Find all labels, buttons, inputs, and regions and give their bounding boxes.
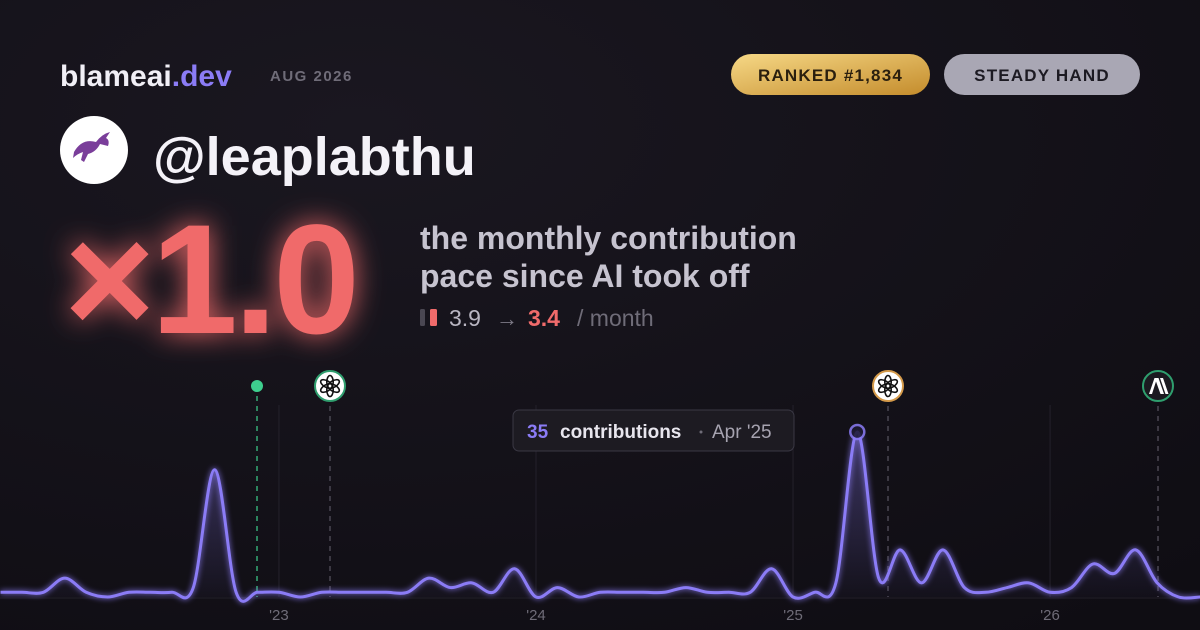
openai-logo <box>319 374 341 398</box>
style-badge-text: STEADY HAND <box>974 66 1110 85</box>
tooltip-label: contributions <box>560 422 681 443</box>
handle: @leaplabthu <box>153 127 476 187</box>
event-icon <box>314 370 346 402</box>
x-tick-label: '24 <box>526 607 546 624</box>
description-line: pace since AI took off <box>420 258 750 294</box>
unit: / month <box>577 305 654 331</box>
chart: '23 '24 '25 '26 35 contributions Apr '25 <box>0 370 1200 624</box>
openai-logo-petal <box>877 378 892 390</box>
rank-badge <box>731 54 930 95</box>
tooltip-value: 35 <box>527 422 549 443</box>
anthropic-logo <box>1149 378 1169 394</box>
x-tick-label: '25 <box>783 607 803 624</box>
after-swatch <box>430 309 437 326</box>
brand: blameai.dev <box>60 60 232 93</box>
line <box>0 430 1200 603</box>
tooltip <box>512 409 795 452</box>
avatar-logo <box>73 132 110 162</box>
event-icon <box>872 370 904 402</box>
x-tick-label: '23 <box>269 607 289 624</box>
multiplier: ×1.0 <box>64 193 356 367</box>
arrow: → <box>496 306 518 331</box>
tooltip-separator <box>699 430 703 434</box>
brand-name: blameai <box>60 60 172 93</box>
openai-logo-petal <box>319 378 334 390</box>
before-swatch <box>420 309 425 326</box>
tooltip-date: Apr '25 <box>712 422 772 443</box>
description-line: the monthly contribution <box>420 220 797 256</box>
style-badge <box>944 54 1140 95</box>
x-tick-label: '26 <box>1040 607 1060 624</box>
after-value: 3.4 <box>528 305 560 331</box>
period: AUG 2026 <box>270 68 353 85</box>
openai-logo <box>877 374 899 398</box>
before-value: 3.9 <box>449 305 481 331</box>
event-dot <box>251 380 263 392</box>
rank-badge-text: RANKED #1,834 <box>758 66 903 85</box>
brand-tld: .dev <box>172 60 232 93</box>
peak-marker <box>849 423 866 441</box>
area <box>0 431 1200 602</box>
